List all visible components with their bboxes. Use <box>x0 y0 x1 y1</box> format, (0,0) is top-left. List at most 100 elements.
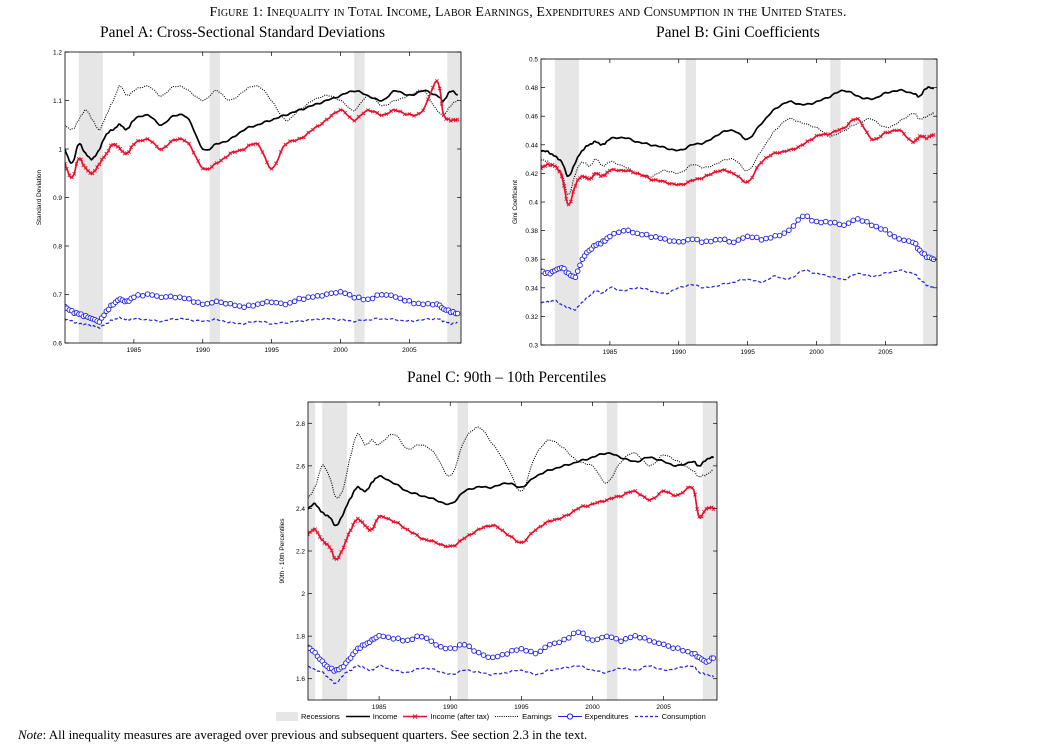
point-income-after-tax <box>457 539 462 543</box>
point-expenditures <box>213 298 220 305</box>
panel-b-title: Panel B: Gini Coefficients <box>656 24 820 41</box>
series-line-earnings <box>541 112 934 196</box>
point-income-after-tax <box>344 538 348 543</box>
point-expenditures <box>494 653 501 660</box>
point-expenditures <box>607 233 613 240</box>
point-expenditures <box>685 648 691 655</box>
point-expenditures <box>406 298 413 304</box>
point-expenditures <box>454 310 461 317</box>
point-income-after-tax <box>605 170 609 175</box>
point-income-after-tax <box>614 494 619 499</box>
point-income-after-tax <box>653 177 658 182</box>
series-line-income-after-tax <box>308 485 715 560</box>
point-income-after-tax <box>311 127 315 132</box>
recession-band <box>209 52 220 343</box>
point-income-after-tax <box>306 130 311 135</box>
legend-item-earnings: Earnings <box>495 712 552 721</box>
point-expenditures <box>616 229 622 236</box>
point-expenditures <box>767 235 774 241</box>
point-income-after-tax <box>883 130 888 135</box>
point-income-after-tax <box>424 538 429 542</box>
point-income-after-tax <box>329 113 334 118</box>
point-income-after-tax <box>666 490 671 495</box>
point-expenditures <box>660 641 667 648</box>
point-expenditures <box>665 643 672 649</box>
point-income-after-tax <box>656 492 661 496</box>
point-income-after-tax <box>351 522 355 527</box>
point-expenditures <box>627 634 634 641</box>
point-income-after-tax <box>441 113 446 118</box>
point-income-after-tax <box>805 139 810 144</box>
point-income-after-tax <box>837 127 842 132</box>
point-income-after-tax <box>589 176 594 181</box>
point-income-after-tax <box>663 179 667 184</box>
point-expenditures <box>749 234 755 241</box>
point-income-after-tax <box>421 108 426 113</box>
point-income-after-tax <box>576 506 581 511</box>
legend-label-income: Income <box>372 711 398 721</box>
point-income-after-tax <box>562 514 566 518</box>
point-income-after-tax <box>633 489 638 493</box>
point-income-after-tax <box>187 141 191 146</box>
recession-band <box>923 59 937 345</box>
point-income-after-tax <box>713 169 718 174</box>
point-expenditures <box>428 638 435 644</box>
point-expenditures <box>425 300 431 307</box>
point-income-after-tax <box>557 169 562 174</box>
point-income-after-tax <box>448 118 453 123</box>
point-expenditures <box>369 295 376 302</box>
point-income-after-tax <box>906 137 911 141</box>
y-tick-label: 2.4 <box>296 506 305 513</box>
point-income-after-tax <box>582 175 587 179</box>
figure-title: Figure 1: Inequality in Total Income, La… <box>209 5 847 20</box>
point-expenditures <box>656 640 662 647</box>
panel-b-plot: 0.3 0.32 0.34 0.36 0.38 0.4 0.42 0.44 0.46 0.48 0.… <box>512 57 938 356</box>
x-tick-label: 1990 <box>672 349 687 356</box>
point-expenditures <box>671 238 677 244</box>
point-expenditures <box>392 294 399 300</box>
point-income-after-tax <box>393 108 398 113</box>
point-income-after-tax <box>173 138 178 142</box>
point-income-after-tax <box>322 541 327 545</box>
point-expenditures <box>901 237 907 244</box>
point-income-after-tax <box>704 506 709 511</box>
point-expenditures <box>480 652 487 658</box>
point-expenditures <box>442 645 449 652</box>
y-tick-label: 2.2 <box>296 549 305 556</box>
point-income-after-tax <box>571 508 576 513</box>
point-expenditures <box>415 300 422 307</box>
point-expenditures <box>291 298 298 305</box>
point-income-after-tax <box>410 531 415 535</box>
point-income-after-tax <box>796 145 801 149</box>
point-expenditures <box>388 292 394 298</box>
point-income-after-tax <box>566 202 571 207</box>
x-tick-label: 2000 <box>333 347 348 354</box>
point-income-after-tax <box>640 173 644 178</box>
point-expenditures <box>772 232 778 239</box>
point-income-after-tax <box>332 555 336 560</box>
y-tick-label: 0.3 <box>529 343 538 350</box>
point-expenditures <box>570 630 577 637</box>
x-tick-label: 1985 <box>603 349 618 356</box>
y-axis-label: Standard Deviation <box>36 169 43 225</box>
point-expenditures <box>547 641 553 648</box>
point-income-after-tax <box>341 545 346 550</box>
point-income-after-tax <box>585 504 590 509</box>
point-income-after-tax <box>370 109 375 114</box>
point-income-after-tax <box>571 189 576 194</box>
point-income-after-tax <box>391 519 396 524</box>
point-income-after-tax <box>787 148 791 153</box>
point-expenditures <box>287 300 293 306</box>
point-income-after-tax <box>652 496 657 500</box>
series-group <box>308 426 717 685</box>
point-income-after-tax <box>333 110 338 115</box>
point-expenditures <box>346 292 353 298</box>
point-income-after-tax <box>626 168 631 173</box>
y-tick-label: 0.38 <box>525 228 538 235</box>
point-expenditures <box>390 636 397 642</box>
point-income-after-tax <box>467 532 472 537</box>
point-expenditures <box>259 300 266 307</box>
point-expenditures <box>199 301 206 308</box>
point-income-after-tax <box>543 521 548 526</box>
point-expenditures <box>310 294 316 300</box>
